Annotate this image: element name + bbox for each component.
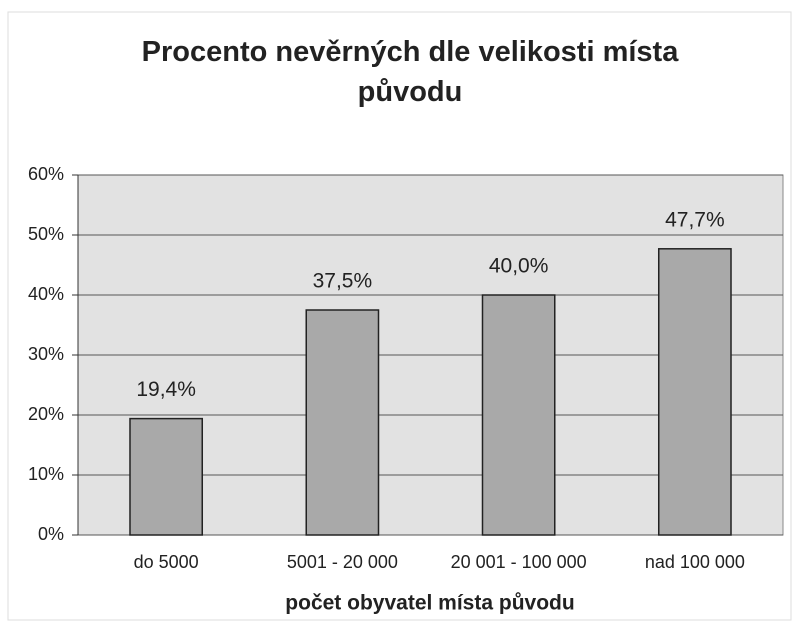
data-label: 40,0%: [489, 255, 549, 278]
y-tick-label: 10%: [28, 464, 64, 484]
frame: [7, 11, 792, 621]
x-axis-label: počet obyvatel místa původu: [285, 592, 574, 615]
bar: [129, 417, 204, 536]
x-tick-label: 5001 - 20 000: [287, 552, 398, 572]
bar: [305, 309, 380, 536]
x-tick-label: 20 001 - 100 000: [451, 552, 587, 572]
x-tick-label: do 5000: [134, 552, 199, 572]
bar: [657, 248, 732, 536]
data-label: 47,7%: [665, 208, 725, 231]
data-label: 19,4%: [136, 378, 196, 401]
y-tick-label: 30%: [28, 344, 64, 364]
y-tick-label: 0%: [38, 524, 64, 544]
y-tick-label: 60%: [28, 164, 64, 184]
y-tick-label: 50%: [28, 224, 64, 244]
y-tick-label: 20%: [28, 404, 64, 424]
chart-title: Procento nevěrných dle velikosti místa p…: [141, 36, 679, 108]
data-label: 37,5%: [313, 270, 373, 293]
x-tick-label: nad 100 000: [645, 552, 745, 572]
bar: [481, 294, 556, 536]
y-tick-label: 40%: [28, 284, 64, 304]
